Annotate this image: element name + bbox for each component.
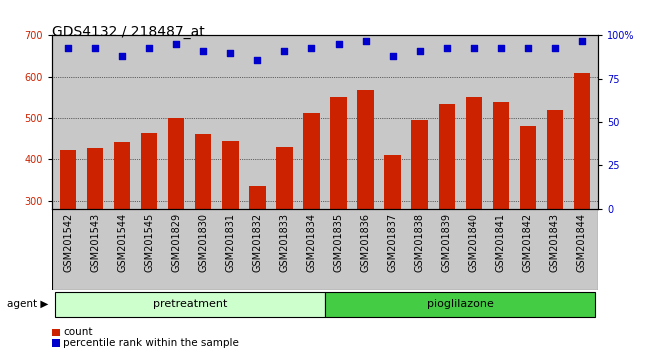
Bar xyxy=(411,120,428,325)
Text: GSM201832: GSM201832 xyxy=(252,213,263,272)
Point xyxy=(495,45,506,50)
Bar xyxy=(114,142,131,325)
Text: GSM201831: GSM201831 xyxy=(226,213,235,272)
Point xyxy=(63,45,73,50)
Point xyxy=(360,38,370,44)
Point xyxy=(577,38,587,44)
Point xyxy=(171,41,181,47)
Point xyxy=(252,57,263,63)
Point xyxy=(469,45,479,50)
Bar xyxy=(52,209,598,290)
Bar xyxy=(276,147,292,325)
Text: GSM201837: GSM201837 xyxy=(387,213,398,272)
Bar xyxy=(55,292,325,317)
Bar xyxy=(330,97,346,325)
Text: agent ▶: agent ▶ xyxy=(7,299,49,309)
Point xyxy=(306,45,317,50)
Text: GSM201544: GSM201544 xyxy=(117,213,127,272)
Point xyxy=(117,53,127,59)
Text: GDS4132 / 218487_at: GDS4132 / 218487_at xyxy=(52,25,205,39)
Text: GSM201836: GSM201836 xyxy=(361,213,370,272)
Bar xyxy=(168,118,185,325)
Text: GSM201838: GSM201838 xyxy=(415,213,424,272)
Bar xyxy=(358,90,374,325)
Bar xyxy=(439,104,455,325)
Text: GSM201843: GSM201843 xyxy=(550,213,560,272)
Text: GSM201842: GSM201842 xyxy=(523,213,533,272)
Bar xyxy=(384,155,400,325)
Text: GSM201841: GSM201841 xyxy=(496,213,506,272)
Point xyxy=(198,48,209,54)
Point xyxy=(280,48,290,54)
Bar xyxy=(60,150,76,325)
Point xyxy=(225,50,235,56)
Text: percentile rank within the sample: percentile rank within the sample xyxy=(63,338,239,348)
Text: GSM201835: GSM201835 xyxy=(333,213,343,272)
Point xyxy=(415,48,425,54)
Bar xyxy=(195,134,211,325)
Bar xyxy=(141,133,157,325)
Point xyxy=(549,45,560,50)
Text: GSM201839: GSM201839 xyxy=(441,213,452,272)
Bar xyxy=(519,126,536,325)
Bar xyxy=(304,113,320,325)
Text: GSM201840: GSM201840 xyxy=(469,213,478,272)
Text: GSM201830: GSM201830 xyxy=(198,213,209,272)
Point xyxy=(387,53,398,59)
Point xyxy=(144,45,155,50)
Bar xyxy=(250,186,266,325)
Bar xyxy=(574,73,590,325)
Bar xyxy=(493,102,509,325)
Text: pioglilazone: pioglilazone xyxy=(426,299,493,309)
Text: GSM201543: GSM201543 xyxy=(90,213,100,272)
Bar xyxy=(222,141,239,325)
Bar xyxy=(547,110,563,325)
Text: GSM201844: GSM201844 xyxy=(577,213,587,272)
Text: GSM201545: GSM201545 xyxy=(144,213,154,272)
Text: count: count xyxy=(63,327,92,337)
Point xyxy=(441,45,452,50)
Text: GSM201833: GSM201833 xyxy=(280,213,289,272)
Point xyxy=(333,41,344,47)
Bar xyxy=(325,292,595,317)
Point xyxy=(523,45,533,50)
Bar xyxy=(465,97,482,325)
Text: pretreatment: pretreatment xyxy=(153,299,227,309)
Bar xyxy=(87,148,103,325)
Text: GSM201829: GSM201829 xyxy=(172,213,181,272)
Text: GSM201542: GSM201542 xyxy=(63,213,73,272)
Point xyxy=(90,45,101,50)
Text: GSM201834: GSM201834 xyxy=(307,213,317,272)
